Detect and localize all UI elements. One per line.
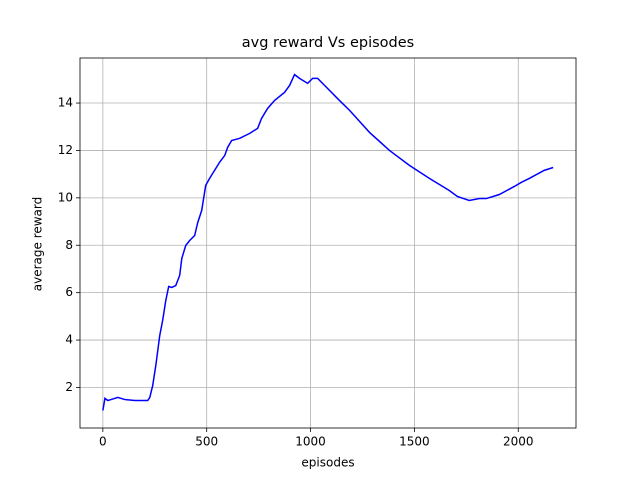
plot-frame xyxy=(79,57,577,429)
x-tick-label: 500 xyxy=(195,435,218,449)
y-tick-label: 12 xyxy=(58,143,73,157)
y-tick-label: 10 xyxy=(58,190,73,204)
x-tick-label: 1000 xyxy=(295,435,326,449)
y-tick-label: 6 xyxy=(65,285,73,299)
y-tick-label: 8 xyxy=(65,238,73,252)
y-tick-label: 2 xyxy=(65,380,73,394)
x-tick-label: 2000 xyxy=(503,435,534,449)
x-tick-label: 1500 xyxy=(399,435,430,449)
y-axis-label: average reward xyxy=(31,197,45,292)
x-axis-label: episodes xyxy=(301,456,354,470)
chart-title: avg reward Vs episodes xyxy=(242,35,414,51)
y-tick-label: 4 xyxy=(65,333,73,347)
data-line xyxy=(102,73,554,411)
x-tick-label: 0 xyxy=(99,435,107,449)
y-tick-label: 14 xyxy=(58,96,73,110)
